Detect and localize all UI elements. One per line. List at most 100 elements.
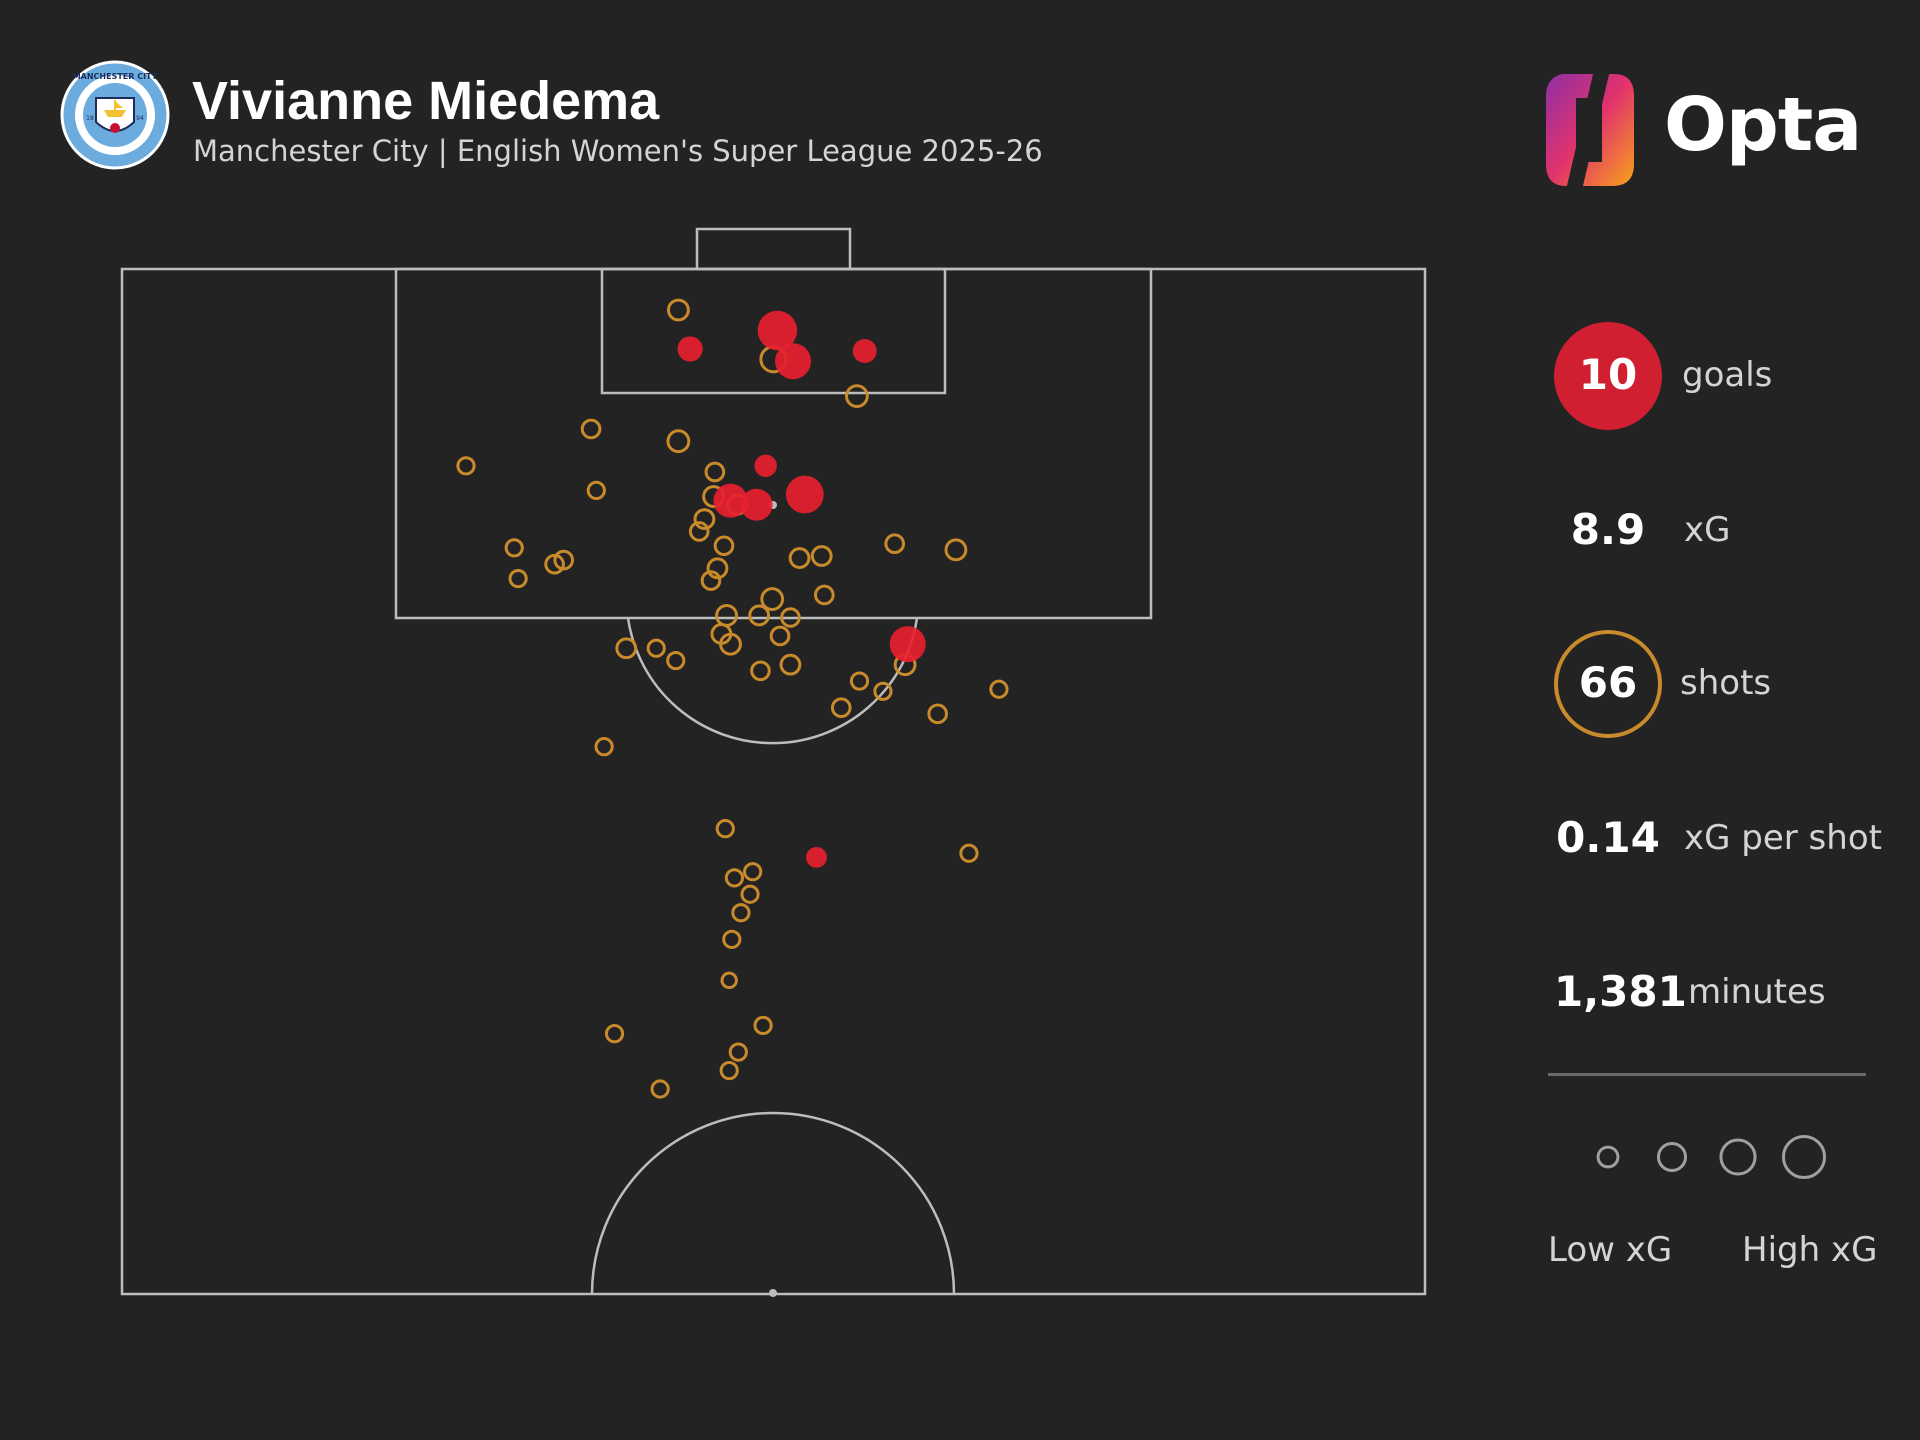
legend-circle-3 (1781, 1134, 1827, 1180)
stat-xg-per-shot-label: xG per shot (1684, 818, 1882, 858)
shot-marker-34 (779, 653, 802, 676)
shot-marker-21 (553, 549, 575, 571)
goal-marker-3 (852, 339, 877, 363)
shot-marker-44 (743, 862, 763, 882)
goal-marker-0 (677, 336, 703, 362)
goal (695, 227, 852, 271)
goals-layer (677, 310, 926, 868)
stats-panel: 10 goals 8.9 xG 66 shots 0.14 xG per sho… (1540, 300, 1910, 1300)
crest-text: MANCHESTER CITY (73, 72, 158, 81)
shot-marker-52 (719, 1060, 739, 1081)
shot-marker-33 (750, 660, 771, 682)
shot-marker-11 (713, 535, 735, 557)
stat-goals: 10 goals (1540, 300, 1910, 430)
shot-marker-23 (814, 584, 835, 606)
shot-marker-5 (456, 456, 476, 476)
xg-legend-circles (1596, 1134, 1827, 1180)
shot-marker-54 (650, 1079, 670, 1099)
stat-xg-value: 8.9 (1570, 505, 1646, 554)
stats-divider (1548, 1073, 1866, 1076)
shot-marker-41 (594, 737, 614, 757)
header: MANCHESTER CITY 18 94 Vivianne Miedema M… (0, 0, 1920, 200)
shot-marker-48 (720, 971, 738, 990)
shot-marker-3 (666, 429, 691, 454)
shot-marker-4 (580, 418, 602, 440)
goal-marker-5 (713, 483, 748, 518)
opta-brand: Opta (1542, 70, 1872, 190)
shot-marker-30 (615, 637, 638, 660)
shot-marker-28 (769, 625, 791, 647)
pitch-lines (120, 227, 1427, 1296)
stat-xg-label: xG (1684, 510, 1731, 550)
shot-marker-32 (666, 650, 686, 671)
shot-marker-50 (753, 1015, 773, 1036)
shot-marker-46 (731, 903, 751, 923)
shot-marker-24 (715, 604, 739, 627)
legend-circle-1 (1656, 1141, 1688, 1173)
goal-marker-7 (785, 475, 824, 514)
stat-goals-value: 10 (1578, 350, 1638, 399)
shot-marker-42 (715, 819, 735, 839)
stat-shots-value: 66 (1578, 658, 1638, 707)
shot-marker-12 (706, 557, 729, 580)
goal-marker-6 (740, 488, 773, 521)
shot-marker-55 (704, 461, 726, 483)
shot-marker-49 (959, 843, 979, 863)
stat-minutes-value: 1,381 (1554, 967, 1687, 1016)
shot-marker-22 (760, 587, 785, 611)
shot-ring-icon (1554, 630, 1662, 738)
legend-low-label: Low xG (1548, 1230, 1673, 1270)
shot-marker-8 (693, 508, 716, 530)
centre-spot (769, 1289, 777, 1297)
goal-marker-8 (889, 626, 926, 663)
stat-shots: 66 shots (1540, 608, 1910, 738)
stat-minutes: 1,381 minutes (1540, 917, 1910, 1037)
shot-marker-29 (780, 607, 801, 628)
opta-logo-icon (1546, 70, 1634, 190)
shot-marker-37 (873, 681, 893, 701)
shot-marker-15 (810, 545, 833, 567)
xg-legend: Low xG High xG (1540, 1130, 1910, 1280)
shot-marker-0 (666, 298, 690, 322)
goal-ring-icon (1554, 322, 1662, 430)
shot-marker-6 (586, 480, 606, 501)
shot-marker-14 (788, 547, 811, 569)
goal-marker-2 (775, 343, 812, 380)
shot-marker-17 (944, 538, 968, 562)
shot-marker-18 (504, 538, 524, 558)
shot-marker-19 (508, 568, 528, 589)
stat-xg: 8.9 xG (1540, 455, 1910, 575)
brand-name: Opta (1664, 82, 1862, 168)
shot-marker-9 (688, 521, 710, 542)
legend-circle-2 (1719, 1138, 1757, 1176)
shot-marker-27 (748, 604, 771, 627)
goal-marker-4 (754, 454, 777, 478)
shot-marker-16 (884, 533, 905, 555)
shot-marker-31 (646, 638, 666, 658)
shot-marker-47 (722, 929, 742, 949)
shot-marker-13 (700, 570, 722, 591)
stat-shots-label: shots (1680, 663, 1772, 703)
legend-high-label: High xG (1742, 1230, 1878, 1270)
centre-circle (590, 1111, 956, 1295)
stat-minutes-label: minutes (1688, 972, 1826, 1012)
shot-marker-2 (845, 384, 869, 408)
shot-marker-53 (604, 1024, 625, 1044)
shot-marker-40 (989, 679, 1009, 699)
stat-xg-per-shot-value: 0.14 (1556, 813, 1660, 862)
shot-marker-38 (830, 697, 852, 719)
stat-goals-label: goals (1682, 355, 1773, 395)
shot-marker-39 (927, 703, 948, 725)
crest-year-right: 94 (136, 115, 144, 122)
penalty-arc (626, 617, 919, 745)
shot-marker-45 (740, 884, 760, 904)
shot-marker-43 (724, 868, 745, 888)
legend-circle-0 (1596, 1145, 1620, 1169)
shot-marker-26 (719, 632, 742, 656)
pitch-outline (120, 267, 1427, 1296)
subtitle: Manchester City | English Women's Super … (193, 134, 1043, 168)
goal-marker-1 (757, 310, 798, 351)
stat-xg-per-shot: 0.14 xG per shot (1540, 763, 1910, 883)
player-name: Vivianne Miedema (192, 71, 660, 131)
